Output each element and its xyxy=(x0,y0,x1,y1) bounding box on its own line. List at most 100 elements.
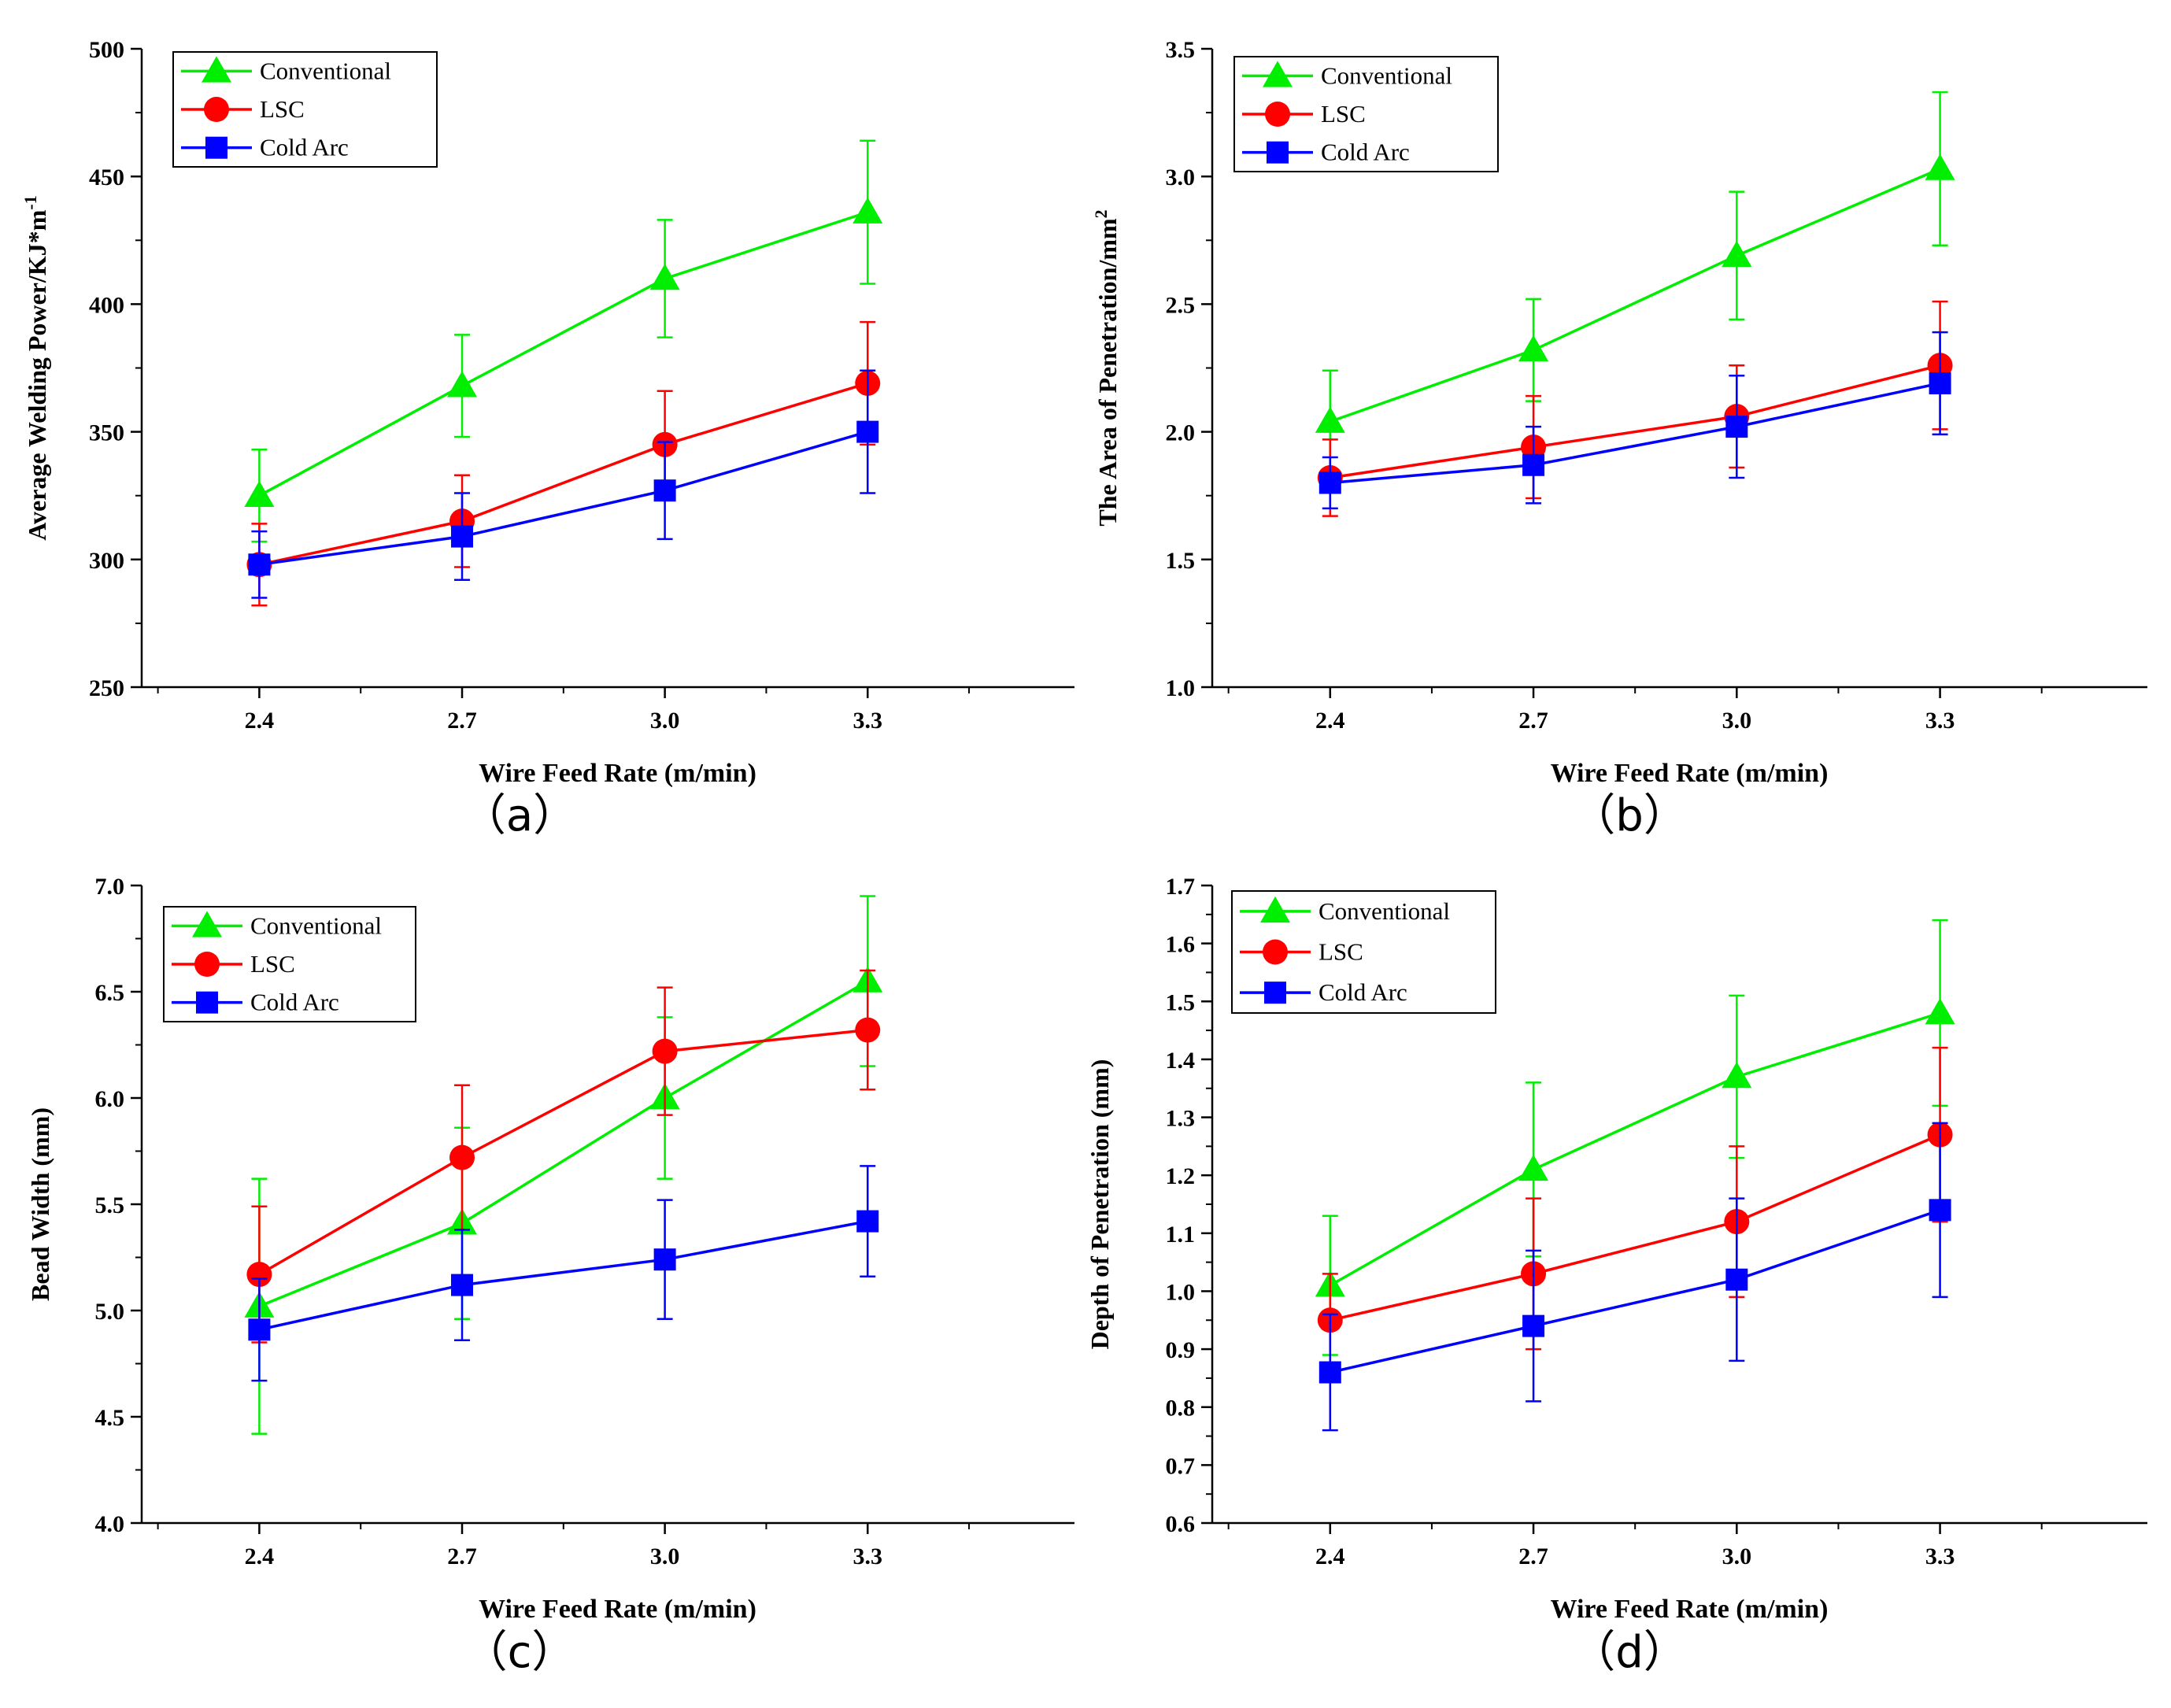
x-tick-label: 2.4 xyxy=(245,1543,275,1569)
data-point xyxy=(451,1274,474,1296)
legend-label: LSC xyxy=(1319,938,1363,966)
series-conventional xyxy=(1315,919,1955,1356)
x-axis-title: Wire Feed Rate (m/min) xyxy=(479,759,756,788)
y-tick-label: 0.8 xyxy=(1166,1396,1196,1421)
legend-marker xyxy=(205,136,227,159)
y-tick-label: 0.6 xyxy=(1166,1511,1196,1537)
data-point xyxy=(1522,1314,1545,1337)
legend-label: Conventional xyxy=(1321,61,1452,89)
data-point xyxy=(856,1210,879,1233)
legend-label: Conventional xyxy=(1319,897,1450,925)
data-point xyxy=(1925,998,1955,1025)
data-point xyxy=(855,1017,881,1043)
y-tick-label: 1.1 xyxy=(1166,1222,1196,1248)
data-point xyxy=(449,1144,475,1170)
y-tick-label: 4.5 xyxy=(95,1405,125,1431)
x-axis-title: Wire Feed Rate (m/min) xyxy=(479,1595,756,1624)
y-tick-label: 1.3 xyxy=(1166,1106,1196,1132)
legend-marker xyxy=(1265,102,1290,127)
panel-label: （a） xyxy=(462,790,577,841)
x-axis-title: Wire Feed Rate (m/min) xyxy=(1551,1595,1829,1624)
panel-label: （b） xyxy=(1571,790,1688,841)
data-point xyxy=(1319,471,1341,494)
chart-panel-c: 4.0 4.5 5.0 5.5 6.0 6.5 7.0 2.4 2.7 3.0 3.3 Wire Fe… xyxy=(26,874,1074,1678)
y-tick-label: 250 xyxy=(89,675,124,701)
legend-label: Cold Arc xyxy=(1319,978,1407,1006)
series-line xyxy=(259,382,868,566)
data-point xyxy=(652,1038,678,1064)
y-tick-label: 300 xyxy=(89,548,124,574)
series-conventional xyxy=(1315,91,1955,474)
x-tick-label: 2.7 xyxy=(447,708,477,734)
legend-label: LSC xyxy=(1321,100,1366,128)
y-axis-title: The Area of Penetration/mm2 xyxy=(1091,209,1122,526)
legend-label: Cold Arc xyxy=(1321,139,1410,166)
y-axis-title: Depth of Penetration (mm) xyxy=(1086,1059,1114,1350)
data-point xyxy=(1319,1361,1341,1384)
data-point xyxy=(1725,1268,1748,1291)
legend-marker xyxy=(202,56,231,83)
x-tick-label: 2.4 xyxy=(1315,708,1345,734)
chart-panel-b: 1.0 1.5 2.0 2.5 3.0 3.5 2.4 2.7 3.0 3.3 Wire Feed … xyxy=(1091,37,2147,841)
x-tick-label: 2.4 xyxy=(1315,1543,1345,1569)
data-point xyxy=(447,371,478,397)
y-tick-label: 7.0 xyxy=(95,874,125,900)
series-conventional xyxy=(244,139,883,543)
data-point xyxy=(1925,153,1955,180)
x-tick-label: 2.4 xyxy=(245,708,275,734)
x-tick-label: 3.0 xyxy=(1722,1543,1752,1569)
y-tick-label: 500 xyxy=(89,37,124,63)
x-tick-label: 3.3 xyxy=(1925,708,1955,734)
y-tick-label: 1.7 xyxy=(1166,874,1196,900)
y-tick-label: 1.6 xyxy=(1166,932,1196,958)
legend-label: LSC xyxy=(260,95,305,123)
x-tick-label: 3.3 xyxy=(1925,1543,1955,1569)
data-point xyxy=(248,553,271,576)
series-line xyxy=(1330,382,1940,485)
series-line xyxy=(258,1028,868,1276)
data-point xyxy=(1722,240,1752,268)
series-line xyxy=(1330,167,1941,423)
data-point xyxy=(1518,335,1549,362)
legend-label: Conventional xyxy=(260,57,391,84)
legend-marker xyxy=(1260,896,1290,923)
y-tick-label: 4.0 xyxy=(95,1511,125,1537)
panel-label: （c） xyxy=(464,1627,576,1678)
y-tick-label: 1.0 xyxy=(1166,1279,1196,1305)
x-tick-label: 3.0 xyxy=(650,1543,680,1569)
y-tick-label: 5.0 xyxy=(95,1299,125,1325)
data-point xyxy=(856,420,879,443)
series-line xyxy=(1330,1133,1941,1322)
y-tick-label: 3.0 xyxy=(1166,165,1196,190)
y-tick-label: 1.2 xyxy=(1166,1163,1196,1189)
series-line xyxy=(1329,1011,1941,1287)
data-point xyxy=(1315,406,1345,433)
chart-panel-a: 250 300 350 400 450 500 2.4 2.7 3.0 3.3 Wire Feed … xyxy=(20,37,1074,841)
series-line xyxy=(1330,364,1941,479)
series-line xyxy=(1330,1208,1941,1374)
y-tick-label: 1.4 xyxy=(1166,1048,1196,1074)
panel-label: （d） xyxy=(1571,1627,1688,1678)
x-tick-label: 3.3 xyxy=(852,708,882,734)
legend-label: Cold Arc xyxy=(250,989,339,1016)
x-tick-label: 2.7 xyxy=(1518,708,1548,734)
legend: Conventional LSC Cold Arc xyxy=(1233,56,1499,172)
legend-marker xyxy=(192,911,222,937)
y-tick-label: 1.5 xyxy=(1166,989,1196,1015)
series-cold-arc xyxy=(248,1165,879,1382)
y-tick-label: 400 xyxy=(89,292,124,318)
y-tick-label: 0.7 xyxy=(1166,1453,1196,1479)
data-point xyxy=(1722,1062,1752,1089)
series-cold-arc xyxy=(1319,331,1951,510)
y-tick-label: 2.0 xyxy=(1166,420,1196,446)
x-tick-label: 3.0 xyxy=(1722,708,1752,734)
legend-marker xyxy=(1264,982,1286,1004)
data-point xyxy=(451,525,474,548)
series-line xyxy=(259,1219,868,1332)
legend-marker xyxy=(196,991,218,1014)
y-tick-label: 6.0 xyxy=(95,1086,125,1112)
y-tick-label: 5.5 xyxy=(95,1192,125,1218)
x-tick-label: 2.7 xyxy=(1518,1543,1548,1569)
